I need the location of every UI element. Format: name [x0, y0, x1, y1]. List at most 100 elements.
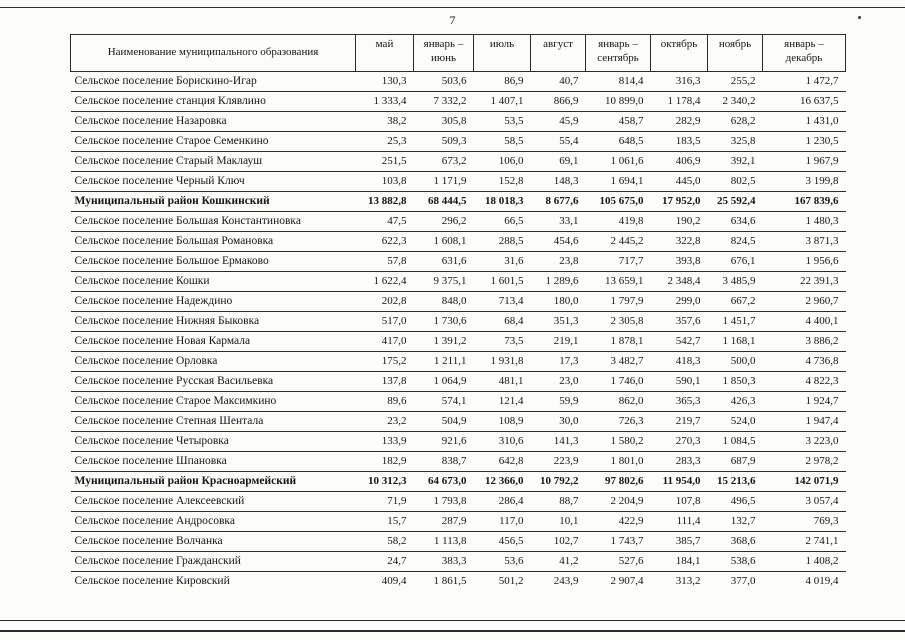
value-cell: 12 366,0 — [473, 471, 531, 492]
value-cell: 2 348,4 — [650, 271, 708, 292]
value-cell: 4 400,1 — [762, 311, 846, 332]
value-cell: 527,6 — [585, 551, 651, 572]
value-cell: 30,0 — [530, 411, 586, 432]
value-cell: 802,5 — [707, 171, 763, 192]
column-header-jan-dec: январь – декабрь — [762, 34, 846, 72]
value-cell: 1 746,0 — [585, 371, 651, 392]
value-cell: 1 947,4 — [762, 411, 846, 432]
value-cell: 3 223,0 — [762, 431, 846, 452]
value-cell: 15 213,6 — [707, 471, 763, 492]
value-cell: 1 861,5 — [413, 571, 474, 592]
value-cell: 7 332,2 — [413, 91, 474, 112]
value-cell: 458,7 — [585, 111, 651, 132]
table-row: Сельское поселение Андросовка 15,7 287,9 11… — [70, 511, 846, 532]
value-cell: 417,0 — [355, 331, 414, 352]
table-body: Сельское поселение Борискино-Игар 130,3 50… — [70, 71, 846, 592]
value-cell: 45,9 — [530, 111, 586, 132]
value-cell: 180,0 — [530, 291, 586, 312]
value-cell: 287,9 — [413, 511, 474, 532]
value-cell: 1 230,5 — [762, 131, 846, 152]
value-cell: 1 333,4 — [355, 91, 414, 112]
municipality-name: Сельское поселение Назаровка — [70, 111, 356, 132]
value-cell: 1 391,2 — [413, 331, 474, 352]
value-cell: 393,8 — [650, 251, 708, 272]
table-row: Сельское поселение Шпановка 182,9 838,7 642… — [70, 451, 846, 472]
page-top-rule — [0, 7, 905, 8]
value-cell: 1 601,5 — [473, 271, 531, 292]
column-header-nov: ноябрь — [707, 34, 763, 72]
value-cell: 456,5 — [473, 531, 531, 552]
value-cell: 814,4 — [585, 71, 651, 92]
municipality-name: Сельское поселение Большая Романовка — [70, 231, 356, 252]
value-cell: 1 084,5 — [707, 431, 763, 452]
value-cell: 2 741,1 — [762, 531, 846, 552]
municipality-name: Сельское поселение Кошки — [70, 271, 356, 292]
value-cell: 16 637,5 — [762, 91, 846, 112]
value-cell: 848,0 — [413, 291, 474, 312]
municipality-name: Сельское поселение Нижняя Быковка — [70, 311, 356, 332]
table-row: Муниципальный район Красноармейский 10 31… — [70, 471, 846, 492]
value-cell: 1 793,8 — [413, 491, 474, 512]
table-row: Сельское поселение Старое Максимкино 89,6… — [70, 391, 846, 412]
table-row: Сельское поселение Большая Романовка 622,… — [70, 231, 846, 252]
value-cell: 184,1 — [650, 551, 708, 572]
value-cell: 23,8 — [530, 251, 586, 272]
value-cell: 11 954,0 — [650, 471, 708, 492]
value-cell: 501,2 — [473, 571, 531, 592]
municipal-data-table: Наименование муниципального образования … — [70, 34, 846, 592]
value-cell: 1 580,2 — [585, 431, 651, 452]
value-cell: 17 952,0 — [650, 191, 708, 212]
value-cell: 631,6 — [413, 251, 474, 272]
value-cell: 503,6 — [413, 71, 474, 92]
value-cell: 1 694,1 — [585, 171, 651, 192]
municipality-name: Сельское поселение Андросовка — [70, 511, 356, 532]
table-row: Сельское поселение Черный Ключ 103,8 1 171… — [70, 171, 846, 192]
value-cell: 53,5 — [473, 111, 531, 132]
table-row: Сельское поселение Волчанка 58,2 1 113,8 45… — [70, 531, 846, 552]
table-row: Сельское поселение Борискино-Игар 130,3 50… — [70, 71, 846, 92]
value-cell: 88,7 — [530, 491, 586, 512]
value-cell: 357,6 — [650, 311, 708, 332]
value-cell: 500,0 — [707, 351, 763, 372]
value-cell: 634,6 — [707, 211, 763, 232]
value-cell: 1 801,0 — [585, 451, 651, 472]
value-cell: 3 871,3 — [762, 231, 846, 252]
value-cell: 1 061,6 — [585, 151, 651, 172]
municipality-name: Муниципальный район Красноармейский — [70, 471, 356, 492]
table-row: Сельское поселение Алексеевский 71,9 1 793… — [70, 491, 846, 512]
value-cell: 71,9 — [355, 491, 414, 512]
value-cell: 368,6 — [707, 531, 763, 552]
table-row: Сельское поселение Кировский 409,4 1 861,5… — [70, 571, 846, 592]
value-cell: 418,3 — [650, 351, 708, 372]
value-cell: 305,8 — [413, 111, 474, 132]
municipality-name: Сельское поселение Старое Максимкино — [70, 391, 356, 412]
value-cell: 648,5 — [585, 131, 651, 152]
value-cell: 377,0 — [707, 571, 763, 592]
table-row: Сельское поселение Орловка 175,2 1 211,1 1 … — [70, 351, 846, 372]
value-cell: 365,3 — [650, 391, 708, 412]
value-cell: 1 622,4 — [355, 271, 414, 292]
scan-artifact-dot — [858, 16, 861, 19]
page-bottom-rule-thick — [0, 630, 905, 632]
value-cell: 409,4 — [355, 571, 414, 592]
value-cell: 107,8 — [650, 491, 708, 512]
value-cell: 3 485,9 — [707, 271, 763, 292]
value-cell: 106,0 — [473, 151, 531, 172]
table-row: Муниципальный район Кошкинский 13 882,8 68… — [70, 191, 846, 212]
value-cell: 18 018,3 — [473, 191, 531, 212]
value-cell: 22 391,3 — [762, 271, 846, 292]
value-cell: 15,7 — [355, 511, 414, 532]
table-row: Сельское поселение станция Клявлино 1 333… — [70, 91, 846, 112]
value-cell: 1 480,3 — [762, 211, 846, 232]
table-row: Сельское поселение Новая Кармала 417,0 1 3… — [70, 331, 846, 352]
value-cell: 117,0 — [473, 511, 531, 532]
value-cell: 385,7 — [650, 531, 708, 552]
value-cell: 64 673,0 — [413, 471, 474, 492]
value-cell: 69,1 — [530, 151, 586, 172]
value-cell: 713,4 — [473, 291, 531, 312]
value-cell: 642,8 — [473, 451, 531, 472]
value-cell: 10 899,0 — [585, 91, 651, 112]
value-cell: 58,5 — [473, 131, 531, 152]
table-row: Сельское поселение Назаровка 38,2 305,8 53,… — [70, 111, 846, 132]
value-cell: 66,5 — [473, 211, 531, 232]
